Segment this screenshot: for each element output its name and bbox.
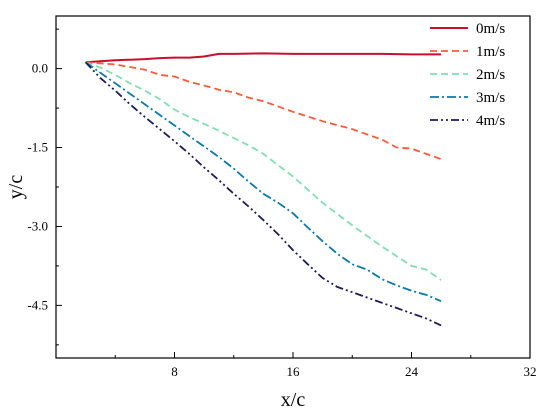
x-tick-label: 16 — [287, 364, 301, 379]
series-line-4ms — [84, 61, 442, 327]
legend-label: 1m/s — [476, 44, 505, 60]
x-tick-label: 8 — [171, 364, 178, 379]
legend: 0m/s 1m/s 2m/s 3m/s 4m/s — [430, 21, 505, 129]
legend-label: 0m/s — [476, 21, 505, 37]
series-line-2ms — [85, 61, 442, 281]
series-lines — [84, 52, 442, 327]
y-tick-label: -4.5 — [27, 297, 48, 312]
x-tick-label: 24 — [405, 364, 419, 379]
y-axis-ticks: 0.0 -1.5 -3.0 -4.5 — [27, 28, 62, 346]
series-line-0ms — [85, 52, 442, 64]
x-axis-label: x/c — [281, 389, 306, 411]
series-line-1ms — [85, 61, 442, 160]
y-tick-label: -3.0 — [27, 218, 48, 233]
x-axis-ticks: 8 16 24 32 — [114, 352, 537, 379]
y-tick-label: 0.0 — [32, 61, 48, 76]
legend-label: 3m/s — [476, 90, 505, 106]
x-tick-label: 32 — [524, 364, 537, 379]
legend-label: 4m/s — [476, 113, 505, 129]
plot-frame — [55, 15, 531, 359]
y-axis-label: y/c — [5, 175, 27, 200]
y-tick-label: -1.5 — [27, 140, 48, 155]
legend-label: 2m/s — [476, 67, 505, 83]
series-line-3ms — [85, 61, 442, 303]
